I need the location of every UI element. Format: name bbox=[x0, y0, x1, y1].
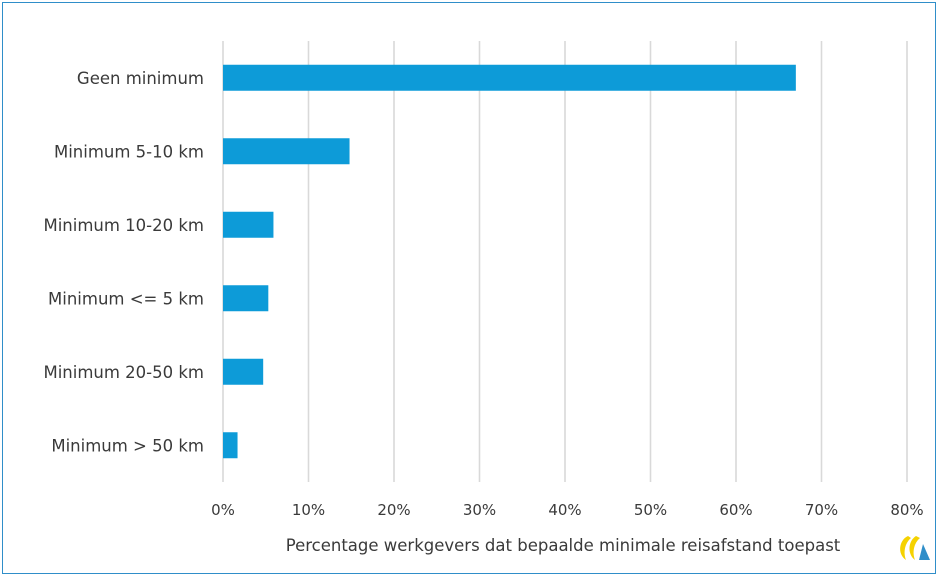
bars bbox=[223, 64, 796, 459]
bar bbox=[223, 285, 269, 312]
category-label: Minimum <= 5 km bbox=[48, 289, 204, 308]
category-label: Minimum 5-10 km bbox=[54, 142, 204, 161]
category-label: Minimum > 50 km bbox=[51, 436, 204, 455]
x-tick-label: 20% bbox=[377, 501, 410, 519]
logo-icon bbox=[900, 536, 930, 560]
category-labels: Geen minimum Minimum 5-10 km Minimum 10-20… bbox=[43, 69, 204, 456]
x-tick-label: 40% bbox=[548, 501, 581, 519]
bar bbox=[223, 64, 796, 91]
bar bbox=[223, 358, 264, 385]
x-tick-labels: 0% 10% 20% 30% 40% 50% 60% 70% 80% bbox=[211, 501, 924, 519]
x-tick-label: 30% bbox=[463, 501, 496, 519]
x-tick-label: 80% bbox=[890, 501, 923, 519]
category-label: Minimum 20-50 km bbox=[43, 363, 204, 382]
bar bbox=[223, 211, 274, 238]
x-tick-label: 0% bbox=[211, 501, 235, 519]
x-tick-label: 10% bbox=[292, 501, 325, 519]
category-label: Geen minimum bbox=[77, 69, 204, 88]
x-tick-label: 60% bbox=[719, 501, 752, 519]
x-tick-label: 50% bbox=[634, 501, 667, 519]
bar bbox=[223, 138, 350, 165]
x-axis-title: Percentage werkgevers dat bepaalde minim… bbox=[286, 536, 841, 555]
bar bbox=[223, 432, 238, 459]
gridlines bbox=[222, 41, 908, 482]
x-tick-label: 70% bbox=[805, 501, 838, 519]
category-label: Minimum 10-20 km bbox=[43, 216, 204, 235]
